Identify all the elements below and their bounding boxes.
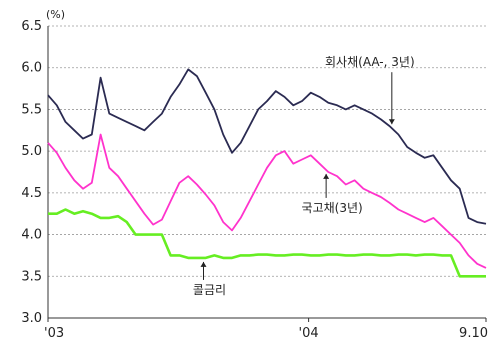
y-tick-label: 3.0 xyxy=(21,311,42,326)
grid xyxy=(48,25,486,277)
x-tick-label: '03 xyxy=(44,326,64,341)
annotation-arrow-head xyxy=(200,261,207,267)
y-tick-label: 4.5 xyxy=(21,186,42,201)
series-line-0 xyxy=(47,68,487,225)
annotation-label: 회사채(AA-, 3년) xyxy=(325,55,415,69)
y-tick-label: 5.5 xyxy=(21,102,42,117)
y-tick-label: 6.5 xyxy=(21,19,42,34)
series-lines xyxy=(47,68,487,278)
axes xyxy=(47,26,487,322)
annotation-arrow-head xyxy=(323,173,330,179)
y-tick-label: 3.5 xyxy=(21,269,42,284)
annotations: 회사채(AA-, 3년) 국고채(3년) 콜금리 xyxy=(193,55,415,297)
y-tick-labels: 6.5 6.0 5.5 5.0 4.5 4.0 3.5 3.0 xyxy=(21,19,42,326)
y-tick-label: 5.0 xyxy=(21,144,42,159)
series-line-2 xyxy=(48,208,486,278)
y-axis-unit: (%) xyxy=(46,8,65,21)
annotation-arrow-head xyxy=(388,119,395,125)
x-tick-label: 9.10 xyxy=(459,326,488,341)
y-tick-label: 4.0 xyxy=(21,228,42,243)
series-line-1 xyxy=(47,133,487,269)
x-tick-label: '04 xyxy=(299,326,319,341)
annotation-label: 콜금리 xyxy=(193,283,226,297)
annotation-label: 국고채(3년) xyxy=(302,201,363,215)
y-tick-label: 6.0 xyxy=(21,61,42,76)
x-tick-labels: '03 '04 9.10 xyxy=(44,326,488,341)
